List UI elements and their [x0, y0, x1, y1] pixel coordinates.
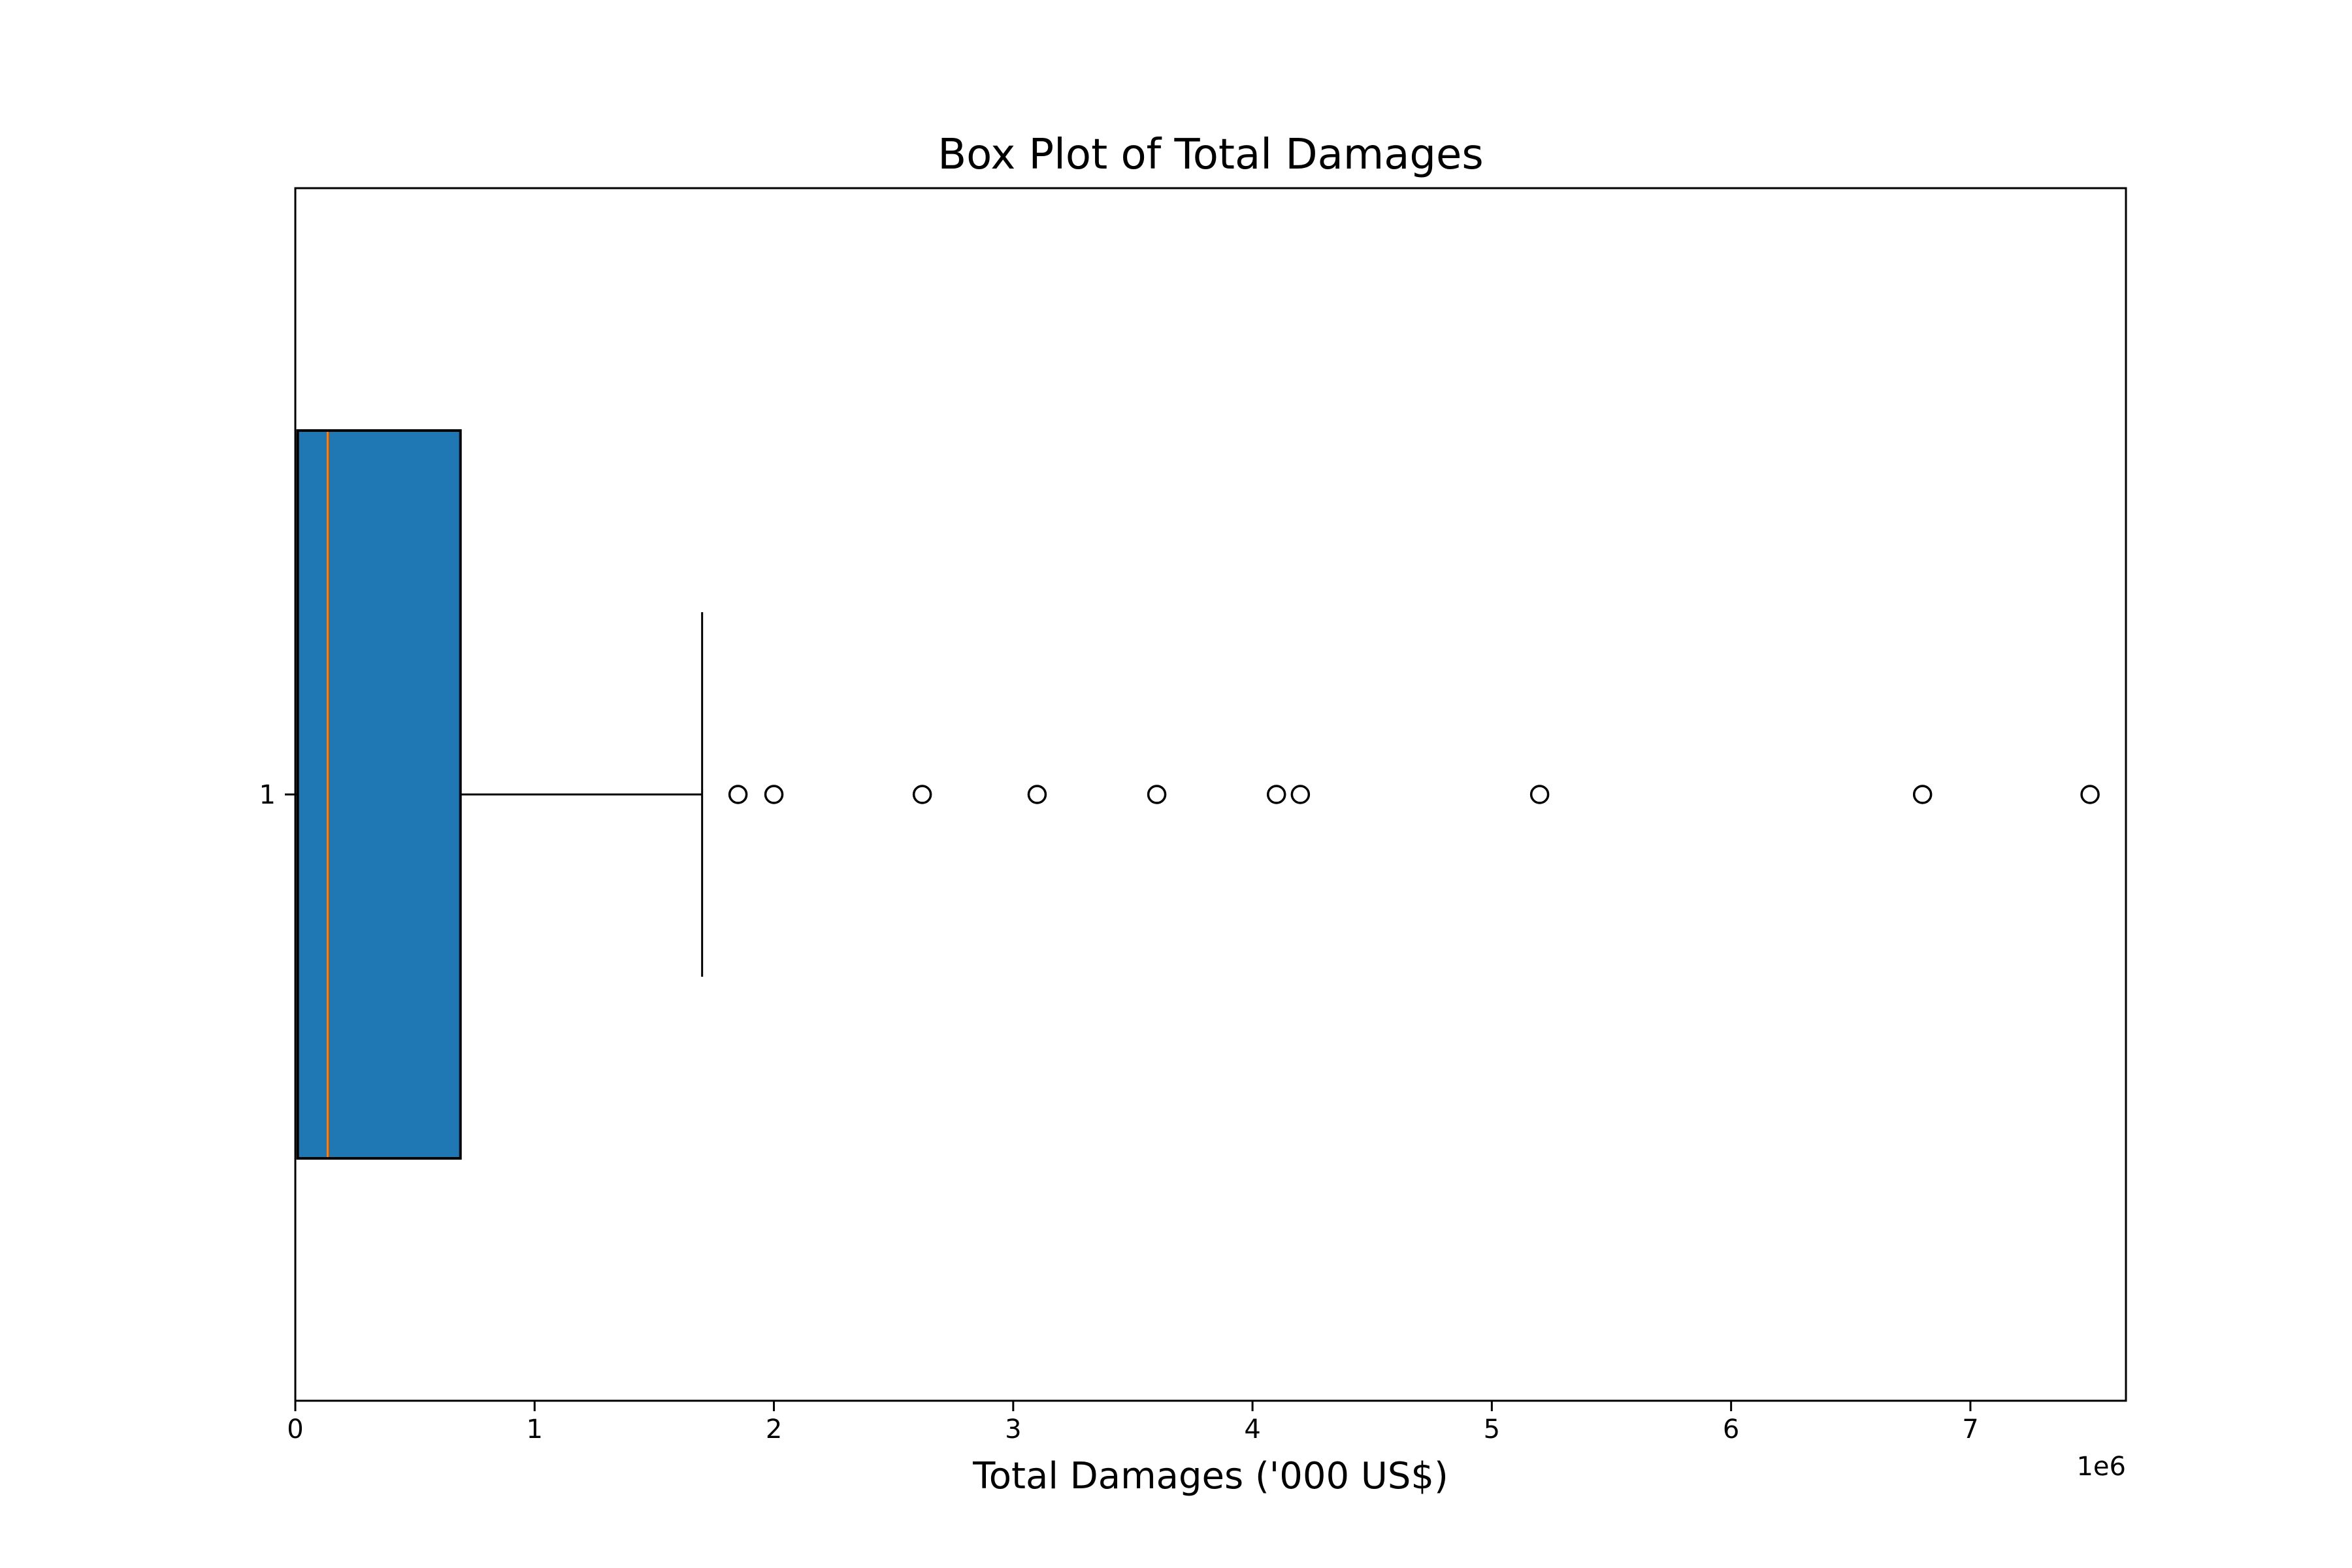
- outlier-point-9: [1912, 785, 1933, 804]
- outlier-point-1: [728, 785, 748, 804]
- outlier-point-4: [1027, 785, 1047, 804]
- outlier-point-3: [912, 785, 932, 804]
- x-tick-label-1: 1: [527, 1414, 543, 1445]
- outlier-point-2: [764, 785, 784, 804]
- x-axis-label: Total Damages ('000 US$): [972, 1455, 1448, 1497]
- x-tick-label-3: 3: [1005, 1414, 1021, 1445]
- x-tick-label-0: 0: [287, 1414, 303, 1445]
- outlier-point-6: [1266, 785, 1286, 804]
- x-tick-label-2: 2: [766, 1414, 782, 1445]
- x-tick-label-6: 6: [1723, 1414, 1739, 1445]
- chart-title: Box Plot of Total Damages: [938, 131, 1484, 179]
- outlier-point-5: [1147, 785, 1167, 804]
- outlier-point-10: [2080, 785, 2100, 804]
- outlier-point-8: [1529, 785, 1550, 804]
- x-axis-offset-label: 1e6: [2076, 1452, 2126, 1482]
- outlier-point-7: [1290, 785, 1311, 804]
- box-iqr: [296, 429, 462, 1160]
- y-tick-label-1: 1: [259, 780, 276, 810]
- x-tick-label-5: 5: [1484, 1414, 1500, 1445]
- x-tick-label-7: 7: [1962, 1414, 1978, 1445]
- x-tick-label-4: 4: [1244, 1414, 1260, 1445]
